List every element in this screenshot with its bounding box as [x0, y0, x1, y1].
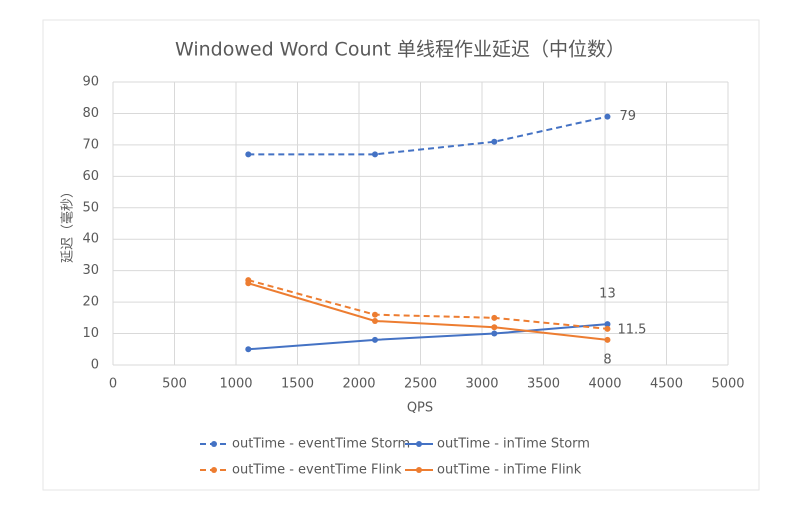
x-tick-label: 500 — [162, 377, 187, 392]
y-tick-label: 60 — [82, 169, 99, 184]
series-point — [371, 317, 378, 324]
series-point — [604, 321, 611, 328]
y-tick-label: 90 — [82, 75, 99, 90]
y-tick-label: 80 — [82, 106, 99, 121]
y-tick-label: 70 — [82, 137, 99, 152]
legend-marker — [211, 467, 217, 473]
x-tick-label: 4500 — [650, 377, 683, 392]
legend-label: outTime - inTime Storm — [437, 437, 590, 452]
y-tick-label: 10 — [82, 326, 99, 341]
legend-label: outTime - eventTime Storm — [232, 437, 410, 452]
series-point — [604, 113, 611, 120]
data-label: 11.5 — [617, 322, 646, 337]
y-tick-label: 30 — [82, 263, 99, 278]
x-tick-label: 2000 — [342, 377, 375, 392]
data-label: 79 — [619, 109, 636, 124]
x-axis-label: QPS — [407, 401, 433, 416]
series-point — [245, 151, 252, 158]
series-point — [371, 311, 378, 318]
series-point — [371, 336, 378, 343]
series-point — [245, 280, 252, 287]
chart-frame — [42, 19, 760, 491]
x-tick-label: 2500 — [404, 377, 437, 392]
series-point — [604, 336, 611, 343]
x-tick-label: 1000 — [219, 377, 252, 392]
series-point — [491, 324, 498, 331]
legend-marker — [211, 441, 217, 447]
series-point — [491, 314, 498, 321]
series-line — [248, 279, 608, 330]
series-line — [248, 323, 608, 351]
legend-marker — [416, 467, 422, 473]
series-line — [248, 115, 608, 156]
series-point — [491, 138, 498, 145]
x-tick-label: 5000 — [711, 377, 744, 392]
y-axis-label: 延迟（毫秒） — [60, 185, 76, 263]
series-point — [491, 330, 498, 337]
legend-label: outTime - inTime Flink — [437, 463, 582, 478]
data-label: 8 — [603, 352, 611, 367]
x-tick-label: 4000 — [588, 377, 621, 392]
x-tick-label: 3000 — [465, 377, 498, 392]
legend-marker — [416, 441, 422, 447]
y-tick-label: 40 — [82, 232, 99, 247]
y-tick-label: 20 — [82, 295, 99, 310]
series-point — [371, 151, 378, 158]
series-line — [248, 282, 608, 341]
x-tick-label: 1500 — [281, 377, 314, 392]
data-label: 13 — [599, 287, 616, 302]
x-tick-label: 3500 — [527, 377, 560, 392]
series-point — [604, 325, 611, 332]
series-point — [245, 346, 252, 353]
x-tick-label: 0 — [109, 377, 117, 392]
chart-title: Windowed Word Count 单线程作业延迟（中位数） — [175, 39, 625, 61]
legend-label: outTime - eventTime Flink — [232, 463, 402, 478]
y-tick-label: 0 — [91, 358, 99, 373]
y-tick-label: 50 — [82, 200, 99, 215]
